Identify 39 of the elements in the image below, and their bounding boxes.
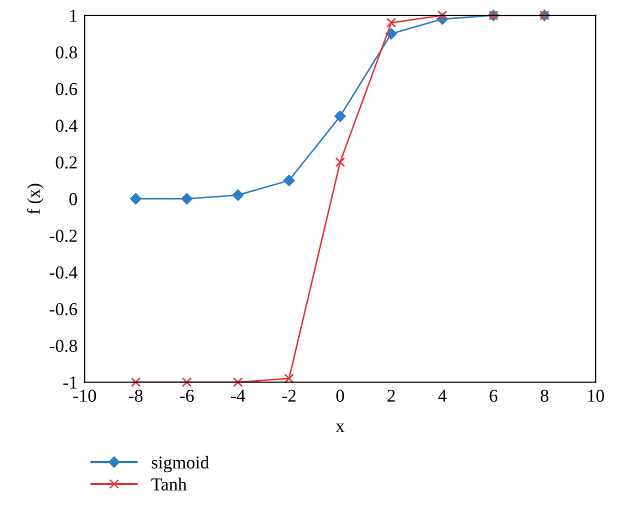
y-tick-label: 0.4	[56, 120, 78, 132]
point	[386, 18, 396, 28]
point	[334, 110, 346, 122]
y-axis-title: f (x)	[27, 184, 44, 214]
x-tick-label: 2	[388, 390, 395, 402]
y-tick-label: -1	[63, 376, 77, 388]
y-tick-label: 1	[70, 10, 77, 22]
y-tick-label: 0.6	[56, 83, 78, 96]
point	[181, 193, 193, 204]
x-tick-label: -6	[180, 390, 194, 402]
x-tick-label: 4	[438, 390, 447, 402]
legend-label: sigmoid	[152, 456, 210, 472]
x-tick-label: 0	[336, 390, 344, 402]
point	[284, 374, 294, 384]
legend-label: Tanh	[151, 478, 187, 491]
x-tick-label: -10	[73, 390, 96, 402]
x-tick-label: -8	[128, 390, 143, 402]
point	[130, 377, 141, 388]
y-tick-label: -0.2	[50, 230, 77, 242]
y-tick-label: 0.2	[56, 156, 77, 169]
x-tick-label: -4	[231, 390, 246, 402]
point	[233, 377, 243, 388]
point	[232, 189, 244, 201]
y-tick-label: 0.8	[56, 46, 78, 59]
x-tick-label: 10	[588, 390, 604, 402]
x-tick-label: 8	[540, 390, 548, 402]
y-tick-label: -0.6	[50, 303, 78, 316]
point	[283, 174, 295, 186]
y-tick-label: 0	[69, 193, 78, 206]
point	[130, 193, 142, 204]
point	[437, 10, 448, 20]
point	[386, 28, 397, 40]
x-tick-label: -2	[282, 390, 296, 402]
x-tick-label: 6	[490, 390, 498, 402]
point	[335, 157, 346, 168]
point	[182, 377, 192, 388]
y-tick-label: -0.8	[50, 340, 78, 352]
y-tick-label: -0.4	[50, 266, 78, 279]
x-axis-title: x	[336, 424, 344, 432]
